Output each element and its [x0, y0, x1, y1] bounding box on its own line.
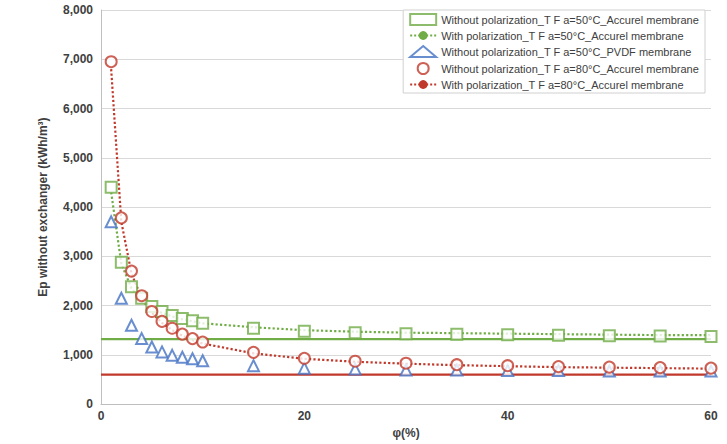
svg-text:Ep without exchanger (kWh/m³): Ep without exchanger (kWh/m³) — [36, 117, 50, 296]
svg-text:0: 0 — [98, 409, 105, 423]
svg-text:5,000: 5,000 — [63, 151, 93, 165]
svg-text:4,000: 4,000 — [63, 200, 93, 214]
svg-text:40: 40 — [501, 409, 515, 423]
svg-text:8,000: 8,000 — [63, 3, 93, 17]
svg-text:Without polarization_T F a=80°: Without polarization_T F a=80°C_Accurel … — [441, 63, 699, 75]
svg-text:0: 0 — [86, 397, 93, 411]
svg-text:6,000: 6,000 — [63, 102, 93, 116]
svg-text:φ(%): φ(%) — [392, 426, 419, 440]
svg-text:With polarization_T F a=80°C_A: With polarization_T F a=80°C_Accurel mem… — [441, 79, 683, 91]
svg-text:1,000: 1,000 — [63, 348, 93, 362]
svg-text:3,000: 3,000 — [63, 249, 93, 263]
svg-text:2,000: 2,000 — [63, 299, 93, 313]
svg-text:Without polarization_T F a=50°: Without polarization_T F a=50°C_Accurel … — [441, 14, 699, 26]
svg-text:7,000: 7,000 — [63, 52, 93, 66]
svg-text:20: 20 — [298, 409, 312, 423]
svg-text:Without polarization_T F a=50°: Without polarization_T F a=50°C_PVDF mem… — [441, 46, 691, 58]
svg-text:With polarization_T F a=50°C_A: With polarization_T F a=50°C_Accurel mem… — [441, 30, 683, 42]
svg-text:60: 60 — [704, 409, 718, 423]
